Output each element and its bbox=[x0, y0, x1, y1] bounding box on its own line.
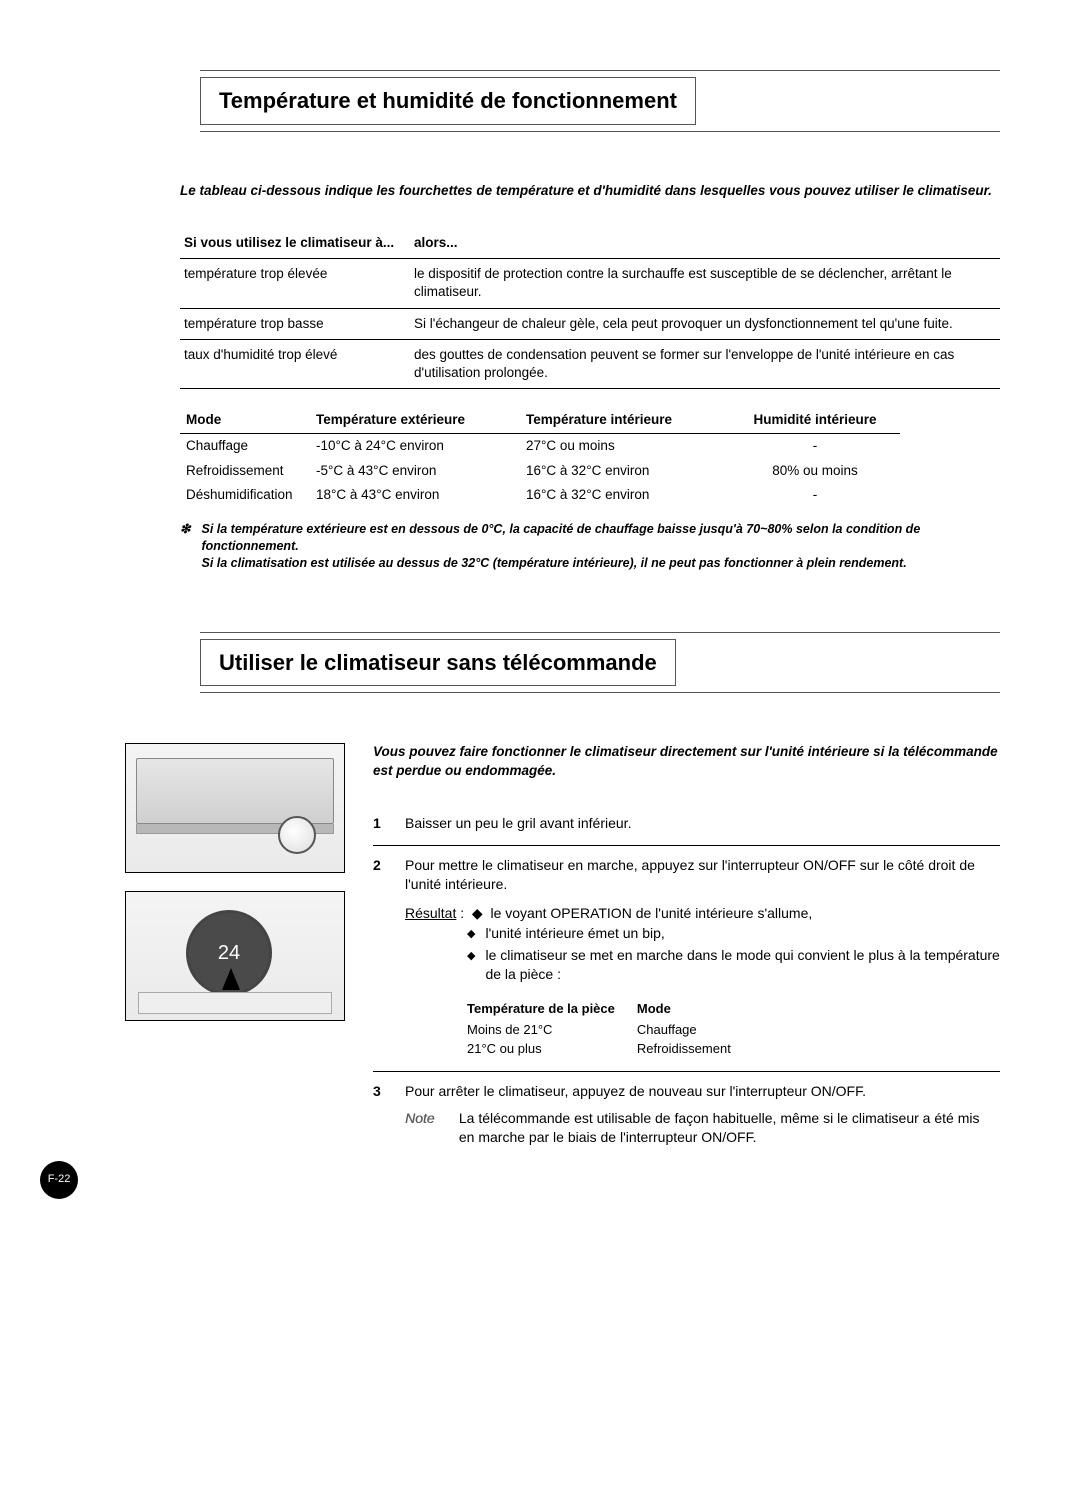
step-3: 3 Pour arrêter le climatiseur, appuyez d… bbox=[373, 1071, 1000, 1159]
table-row: température trop basse Si l'échangeur de… bbox=[180, 308, 1000, 339]
mode-temperature-table: Mode Température extérieure Température … bbox=[180, 407, 900, 507]
effect-cell: des gouttes de condensation peuvent se f… bbox=[410, 339, 1000, 388]
step-text: Pour arrêter le climatiseur, appuyez de … bbox=[405, 1082, 1000, 1147]
humidity-cell: - bbox=[730, 434, 900, 459]
section1-heading: Température et humidité de fonctionnemen… bbox=[200, 77, 696, 125]
table2-header-ext: Température extérieure bbox=[310, 407, 520, 434]
step2-text: Pour mettre le climatiseur en marche, ap… bbox=[405, 857, 975, 892]
result-block: Résultat : ◆ le voyant OPERATION de l'un… bbox=[405, 904, 1000, 923]
table-row: température trop élevée le dispositif de… bbox=[180, 259, 1000, 308]
condition-cell: température trop élevée bbox=[180, 259, 410, 308]
note-text: La télécommande est utilisable de façon … bbox=[459, 1109, 994, 1147]
ext-temp-cell: 18°C à 43°C environ bbox=[310, 483, 520, 507]
condition-cell: taux d'humidité trop élevé bbox=[180, 339, 410, 388]
mode-cell: Chauffage bbox=[180, 434, 310, 459]
section2: Utiliser le climatiseur sans télécommand… bbox=[100, 632, 1000, 1159]
table1-header-effect: alors... bbox=[410, 228, 1000, 259]
mode-cell: Refroidissement bbox=[180, 459, 310, 483]
step-number: 2 bbox=[373, 856, 391, 875]
step3-text: Pour arrêter le climatiseur, appuyez de … bbox=[405, 1083, 866, 1099]
footnote-1: Si la température extérieure est en dess… bbox=[201, 521, 991, 555]
effect-cell: Si l'échangeur de chaleur gèle, cela peu… bbox=[410, 308, 1000, 339]
int-temp-cell: 16°C à 32°C environ bbox=[520, 483, 730, 507]
illustration-column: 24 bbox=[125, 743, 345, 1158]
page-number-badge: F-22 bbox=[40, 1161, 78, 1199]
room-temp-cell: 21°C ou plus bbox=[467, 1039, 637, 1059]
table-row: 21°C ou plus Refroidissement bbox=[467, 1039, 753, 1059]
mode-cell: Déshumidification bbox=[180, 483, 310, 507]
instructions-column: Vous pouvez faire fonctionner le climati… bbox=[373, 743, 1000, 1158]
section2-body: 24 Vous pouvez faire fonctionner le clim… bbox=[100, 743, 1000, 1158]
table-row: Moins de 21°C Chauffage bbox=[467, 1020, 753, 1040]
room-mode-cell: Chauffage bbox=[637, 1020, 753, 1040]
result-label: Résultat bbox=[405, 905, 456, 921]
table1-header-condition: Si vous utilisez le climatiseur à... bbox=[180, 228, 410, 259]
illustration-unit-front bbox=[125, 743, 345, 873]
result-colon: : ◆ bbox=[460, 905, 486, 921]
section2-intro: Vous pouvez faire fonctionner le climati… bbox=[373, 743, 1000, 779]
asterisk-icon: ❇ bbox=[180, 521, 198, 538]
table-row: Chauffage -10°C à 24°C environ 27°C ou m… bbox=[180, 434, 900, 459]
result-item-2: l'unité intérieure émet un bip, bbox=[467, 924, 1000, 944]
table2-header-hum: Humidité intérieure bbox=[730, 407, 900, 434]
section1-heading-wrap: Température et humidité de fonctionnemen… bbox=[200, 70, 1000, 132]
step-number: 1 bbox=[373, 814, 391, 833]
dial-value: 24 bbox=[218, 940, 240, 967]
inline-header-temp: Température de la pièce bbox=[467, 998, 637, 1020]
section1-intro: Le tableau ci-dessous indique les fourch… bbox=[180, 182, 1000, 200]
footnote-2: Si la climatisation est utilisée au dess… bbox=[201, 555, 991, 572]
step-text: Pour mettre le climatiseur en marche, ap… bbox=[405, 856, 1000, 1059]
inline-header-mode: Mode bbox=[637, 998, 753, 1020]
condition-cell: température trop basse bbox=[180, 308, 410, 339]
ext-temp-cell: -10°C à 24°C environ bbox=[310, 434, 520, 459]
step-number: 3 bbox=[373, 1082, 391, 1101]
finger-pointer-icon bbox=[278, 816, 316, 854]
table2-header-mode: Mode bbox=[180, 407, 310, 434]
note-label: Note bbox=[405, 1109, 455, 1128]
result-item-1: le voyant OPERATION de l'unité intérieur… bbox=[490, 905, 812, 921]
condition-effect-table: Si vous utilisez le climatiseur à... alo… bbox=[180, 228, 1000, 389]
humidity-cell: - bbox=[730, 483, 900, 507]
section2-heading-wrap: Utiliser le climatiseur sans télécommand… bbox=[200, 632, 1000, 694]
room-temp-cell: Moins de 21°C bbox=[467, 1020, 637, 1040]
int-temp-cell: 16°C à 32°C environ bbox=[520, 459, 730, 483]
effect-cell: le dispositif de protection contre la su… bbox=[410, 259, 1000, 308]
ext-temp-cell: -5°C à 43°C environ bbox=[310, 459, 520, 483]
page: Température et humidité de fonctionnemen… bbox=[100, 70, 1000, 1159]
page-number: F-22 bbox=[48, 1172, 71, 1187]
section1-footnotes: ❇ Si la température extérieure est en de… bbox=[180, 521, 1000, 572]
result-list: l'unité intérieure émet un bip, le clima… bbox=[467, 924, 1000, 984]
room-mode-cell: Refroidissement bbox=[637, 1039, 753, 1059]
result-item-3: le climatiseur se met en marche dans le … bbox=[467, 946, 1000, 984]
illustration-dial: 24 bbox=[125, 891, 345, 1021]
humidity-cell: 80% ou moins bbox=[730, 459, 900, 483]
arrow-up-icon bbox=[222, 968, 240, 990]
section2-heading: Utiliser le climatiseur sans télécommand… bbox=[200, 639, 676, 687]
table-row: Déshumidification 18°C à 43°C environ 16… bbox=[180, 483, 900, 507]
table-row: Refroidissement -5°C à 43°C environ 16°C… bbox=[180, 459, 900, 483]
step-2: 2 Pour mettre le climatiseur en marche, … bbox=[373, 845, 1000, 1071]
table-row: taux d'humidité trop élevé des gouttes d… bbox=[180, 339, 1000, 388]
step-text: Baisser un peu le gril avant inférieur. bbox=[405, 814, 1000, 833]
table2-header-int: Température intérieure bbox=[520, 407, 730, 434]
step-1: 1 Baisser un peu le gril avant inférieur… bbox=[373, 804, 1000, 845]
int-temp-cell: 27°C ou moins bbox=[520, 434, 730, 459]
room-temp-mode-table: Température de la pièce Mode Moins de 21… bbox=[467, 998, 753, 1059]
